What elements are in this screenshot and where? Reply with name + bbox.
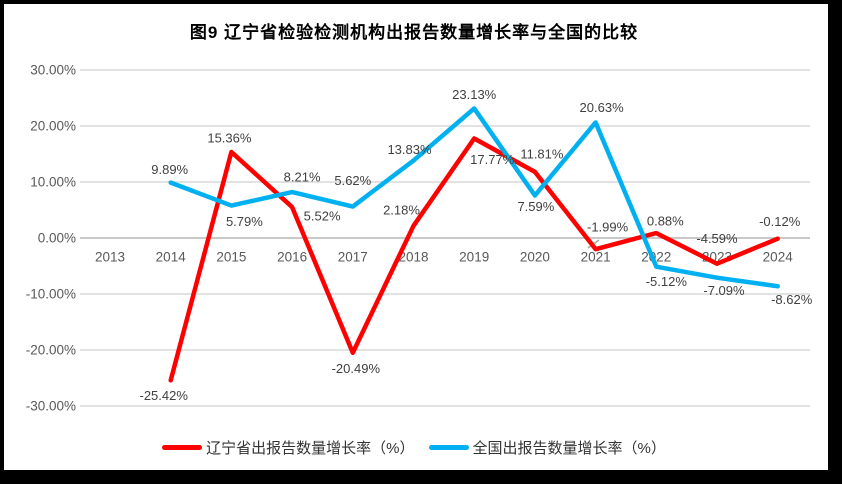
- x-tick-label: 2019: [459, 250, 489, 265]
- data-point-label: 5.62%: [334, 173, 371, 188]
- national-series-line: [168, 106, 780, 289]
- legend-label-national: 全国出报告数量增长率（%）: [472, 440, 666, 457]
- data-point-label: 13.83%: [387, 142, 432, 157]
- data-point-label: -0.12%: [759, 214, 801, 229]
- national-series-swatch-icon: [428, 445, 469, 450]
- data-point-label: -1.99%: [587, 220, 629, 235]
- data-point-label: 23.13%: [452, 87, 497, 102]
- y-tick-label: 0.00%: [38, 231, 76, 246]
- y-tick-label: -30.00%: [26, 399, 76, 414]
- data-point-label: 9.89%: [151, 162, 188, 177]
- liaoning-series-line: [168, 136, 780, 383]
- y-tick-label: -20.00%: [26, 343, 76, 358]
- x-tick-label: 2015: [216, 250, 246, 265]
- chart-title: 图9 辽宁省检验检测机构出报告数量增长率与全国的比较: [189, 23, 639, 42]
- x-tick-label: 2020: [520, 250, 550, 265]
- x-tick-label: 2021: [581, 250, 611, 265]
- data-point-label: 17.77%: [470, 152, 515, 167]
- data-point-label: -4.59%: [696, 231, 738, 246]
- data-point-label: -5.12%: [646, 274, 688, 289]
- x-tick-label: 2018: [398, 250, 428, 265]
- data-point-label: 20.63%: [580, 100, 625, 115]
- x-tick-label: 2014: [156, 250, 187, 265]
- data-point-label: 5.52%: [304, 209, 341, 224]
- legend-item-national: 全国出报告数量增长率（%）: [428, 437, 666, 458]
- legend-label-liaoning: 辽宁省出报告数量增长率（%）: [206, 440, 415, 457]
- data-point-label: 2.18%: [383, 202, 420, 217]
- data-point-label: -8.62%: [771, 292, 813, 307]
- data-point-label: -25.42%: [139, 388, 188, 403]
- data-point-label: 7.59%: [517, 199, 554, 214]
- data-point-label: 11.81%: [520, 146, 564, 161]
- data-point-label: 15.36%: [207, 130, 252, 145]
- x-tick-label: 2017: [338, 250, 368, 265]
- x-tick-label: 2013: [95, 250, 125, 265]
- y-tick-label: 20.00%: [30, 119, 76, 134]
- y-tick-label: 10.00%: [30, 175, 76, 190]
- x-tick-label: 2016: [277, 250, 307, 265]
- y-tick-label: 30.00%: [30, 63, 76, 78]
- liaoning-series-swatch-icon: [162, 445, 203, 450]
- data-point-label: -20.49%: [332, 361, 381, 376]
- data-point-label: -7.09%: [703, 283, 745, 298]
- y-tick-label: -10.00%: [26, 287, 76, 302]
- data-point-label: 8.21%: [284, 170, 321, 185]
- data-point-label: 5.79%: [226, 214, 263, 229]
- chart-legend: 辽宁省出报告数量增长率（%） 全国出报告数量增长率（%）: [0, 437, 828, 458]
- data-point-label: 0.88%: [647, 214, 684, 229]
- x-tick-label: 2024: [763, 250, 794, 265]
- legend-item-liaoning: 辽宁省出报告数量增长率（%）: [162, 437, 415, 458]
